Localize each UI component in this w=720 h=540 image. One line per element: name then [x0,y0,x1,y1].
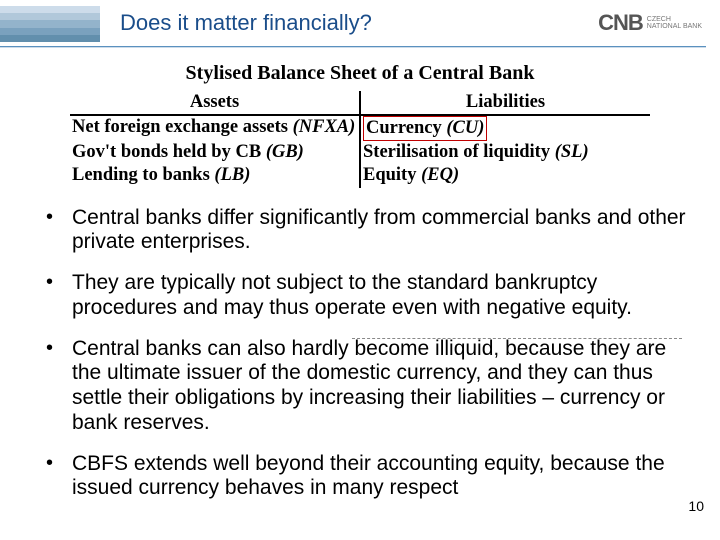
asset-abbr: (GB) [266,142,304,162]
table-row: Net foreign exchange assets (NFXA) Curre… [70,115,650,141]
dashed-separator [352,338,682,339]
assets-header: Assets [70,91,360,115]
stripe-5 [0,35,100,42]
liability-boxed: Currency (CU) [363,116,487,141]
bullet-list: Central banks differ significantly from … [0,206,720,502]
liability-label: Currency [366,118,442,138]
logo-line2: NATIONAL BANK [647,23,702,30]
header: Does it matter financially? CNB CZECH NA… [0,0,720,48]
balance-sheet-table: Assets Liabilities Net foreign exchange … [70,91,650,188]
header-rule [0,46,706,48]
liability-label: Equity [363,165,416,185]
page-number: 10 [688,498,704,514]
bullet-item: Central banks can also hardly become ill… [46,337,696,436]
asset-label: Lending to banks [72,165,210,185]
asset-cell: Lending to banks (LB) [70,164,360,187]
table-row: Lending to banks (LB) Equity (EQ) [70,164,650,187]
liability-abbr: (CU) [446,118,484,138]
slide-title: Does it matter financially? [120,10,372,36]
asset-label: Gov't bonds held by CB [72,142,261,162]
bullet-item: They are typically not subject to the st… [46,271,696,321]
logo: CNB CZECH NATIONAL BANK [598,10,702,36]
bullet-item: Central banks differ significantly from … [46,206,696,256]
asset-abbr: (NFXA) [293,117,356,137]
balance-sheet-title: Stylised Balance Sheet of a Central Bank [0,62,720,85]
asset-abbr: (LB) [214,165,250,185]
logo-line1: CZECH [647,16,671,23]
header-stripes [0,6,100,42]
liability-abbr: (SL) [555,142,589,162]
liability-label: Sterilisation of liquidity [363,142,550,162]
table-row: Gov't bonds held by CB (GB) Sterilisatio… [70,141,650,164]
liabilities-header: Liabilities [360,91,650,115]
liability-cell: Sterilisation of liquidity (SL) [360,141,650,164]
table-header-row: Assets Liabilities [70,91,650,115]
logo-text: CZECH NATIONAL BANK [647,16,702,31]
liability-cell: Equity (EQ) [360,164,650,187]
slide: Does it matter financially? CNB CZECH NA… [0,0,720,540]
liability-abbr: (EQ) [421,165,459,185]
asset-cell: Net foreign exchange assets (NFXA) [70,115,360,141]
logo-mark: CNB [598,10,643,36]
stripe-4 [0,28,100,35]
stripe-1 [0,6,100,13]
asset-label: Net foreign exchange assets [72,117,288,137]
stripe-3 [0,20,100,27]
stripe-2 [0,13,100,20]
bullet-item: CBFS extends well beyond their accountin… [46,452,696,502]
liability-cell: Currency (CU) [360,115,650,141]
asset-cell: Gov't bonds held by CB (GB) [70,141,360,164]
